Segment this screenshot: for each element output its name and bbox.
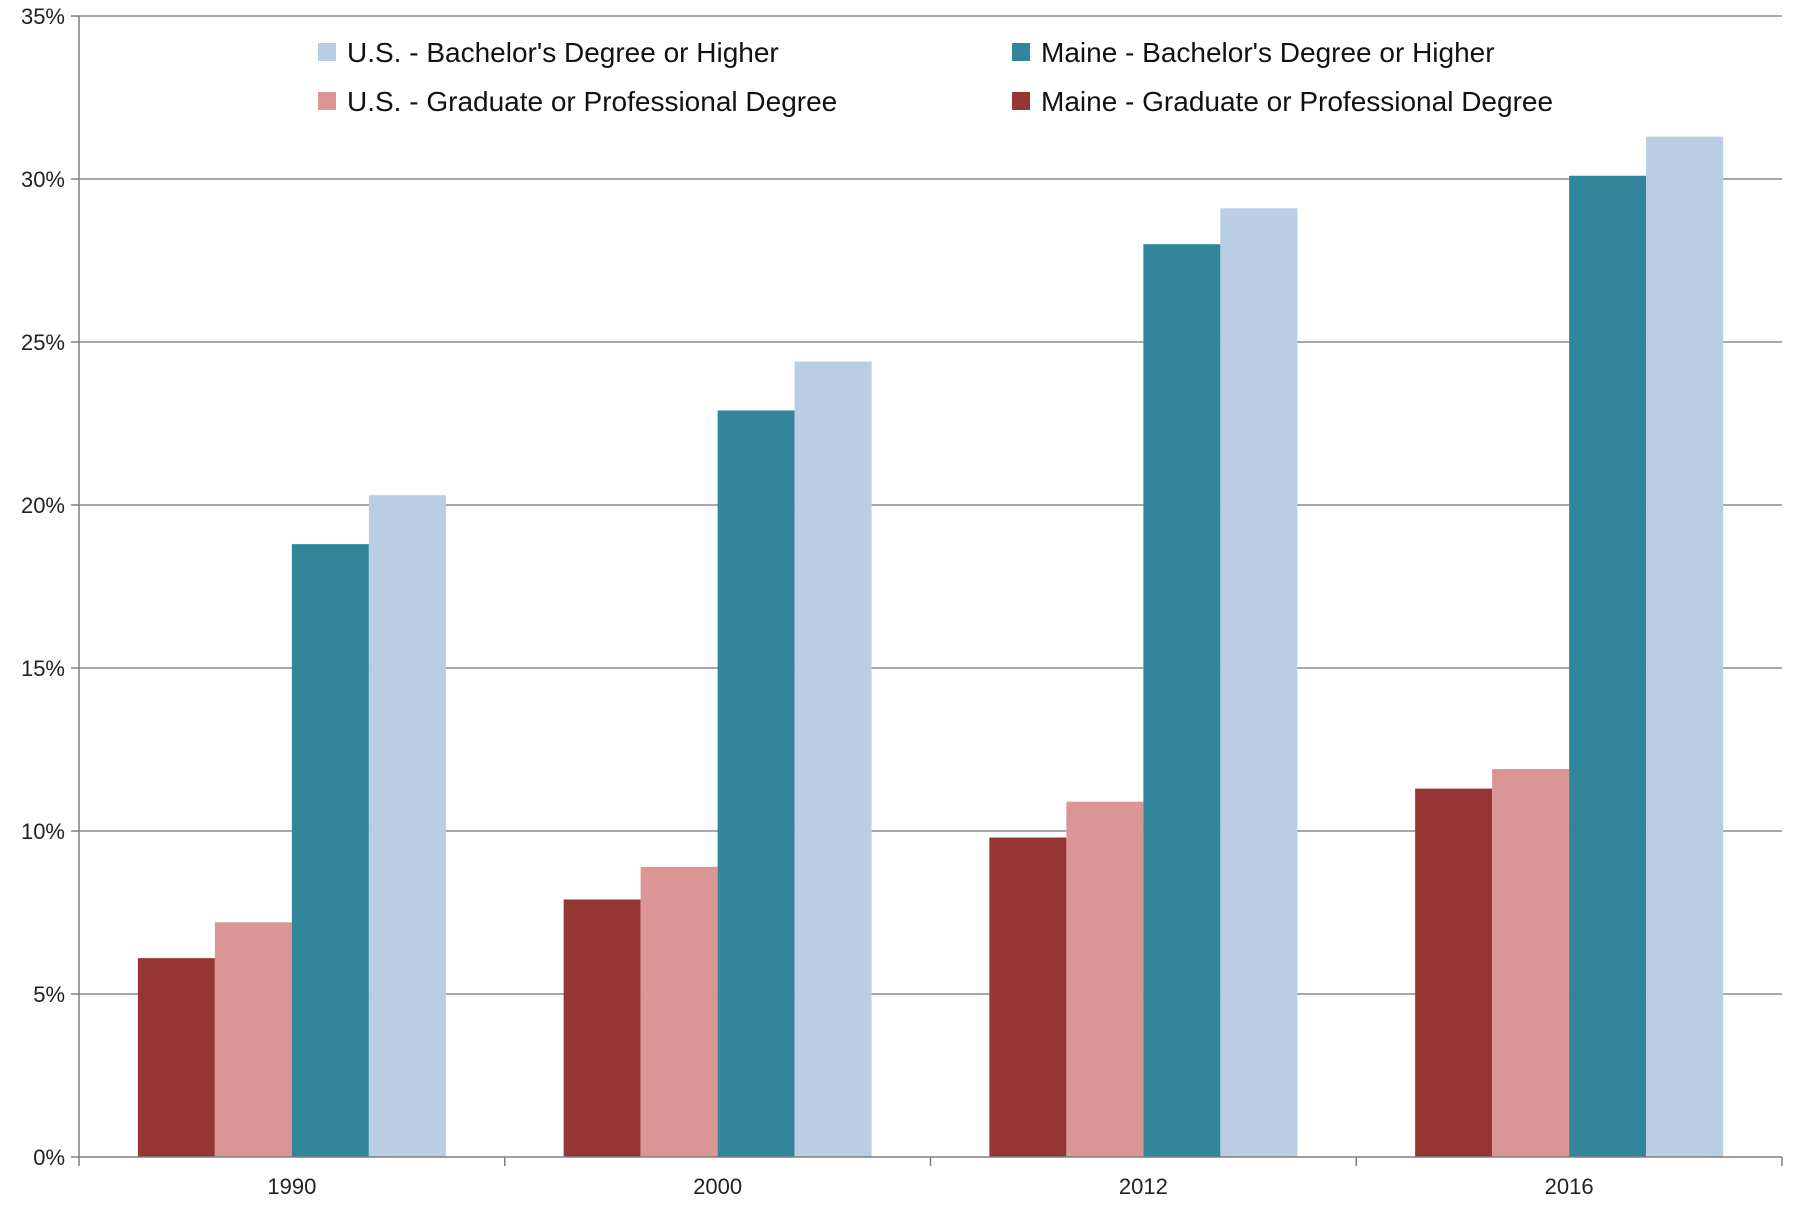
axes: 0% 5% 10% 15% 20% 25% 30% 35% 1990 2000 2012 2016 bbox=[21, 4, 1783, 1199]
bar bbox=[291, 544, 369, 1157]
bar bbox=[794, 361, 872, 1157]
legend-label: U.S. - Graduate or Professional Degree bbox=[347, 86, 837, 117]
x-tick-label: 1990 bbox=[267, 1174, 316, 1199]
bar bbox=[1066, 801, 1144, 1157]
x-tick-label: 2000 bbox=[693, 1174, 742, 1199]
bar bbox=[1492, 769, 1570, 1157]
bar bbox=[563, 899, 641, 1157]
legend-swatch bbox=[1012, 43, 1030, 61]
bar bbox=[368, 495, 446, 1158]
bar bbox=[137, 958, 215, 1157]
legend-label: U.S. - Bachelor's Degree or Higher bbox=[347, 37, 779, 68]
legend-swatch bbox=[1012, 92, 1030, 110]
bar bbox=[989, 837, 1067, 1157]
bar bbox=[1220, 208, 1298, 1158]
y-tick-label: 15% bbox=[21, 656, 65, 681]
bar bbox=[640, 866, 718, 1157]
y-tick-label: 20% bbox=[21, 493, 65, 518]
x-tick-label: 2016 bbox=[1545, 1174, 1594, 1199]
legend-label: Maine - Bachelor's Degree or Higher bbox=[1041, 37, 1495, 68]
bars bbox=[137, 136, 1724, 1158]
y-tick-label: 25% bbox=[21, 330, 65, 355]
y-tick-label: 0% bbox=[33, 1145, 65, 1170]
bar bbox=[214, 922, 292, 1157]
legend-swatch bbox=[318, 92, 336, 110]
x-tick-label: 2012 bbox=[1119, 1174, 1168, 1199]
legend-swatch bbox=[318, 43, 336, 61]
bar bbox=[1569, 175, 1647, 1158]
y-tick-label: 30% bbox=[21, 167, 65, 192]
legend-label: Maine - Graduate or Professional Degree bbox=[1041, 86, 1553, 117]
y-tick-label: 5% bbox=[33, 982, 65, 1007]
y-tick-label: 10% bbox=[21, 819, 65, 844]
bar bbox=[1415, 788, 1493, 1157]
y-tick-label: 35% bbox=[21, 4, 65, 29]
legend: U.S. - Bachelor's Degree or Higher Maine … bbox=[318, 37, 1553, 117]
bar bbox=[1143, 244, 1221, 1157]
bar bbox=[1646, 136, 1724, 1157]
bar bbox=[717, 410, 795, 1158]
